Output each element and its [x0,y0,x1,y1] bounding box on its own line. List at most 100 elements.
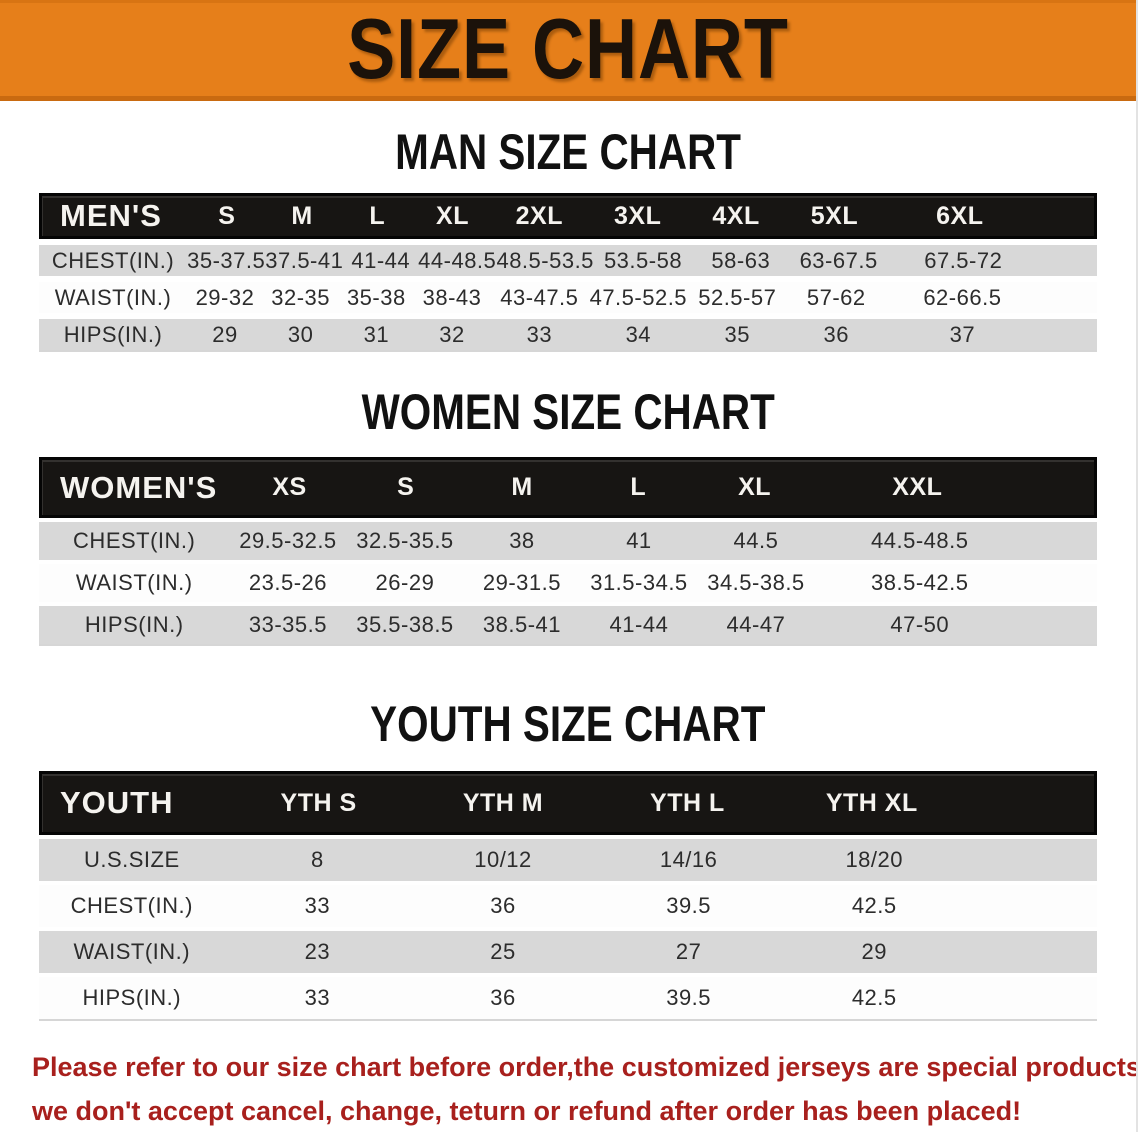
banner-title: SIZE CHART [347,1,789,97]
cell-value: 35-38 [346,284,406,310]
cell-value: 48.5-53.5 [496,247,594,273]
group-label: YOUTH [60,785,174,820]
cell-value: 32.5-35.5 [356,528,454,553]
cell-value: 35.5-38.5 [356,612,454,637]
table-row: WAIST(IN.) 29-32 32-35 35-38 38-43 43-47.5 47.… [39,282,1097,313]
cell-value: 36 [490,893,516,918]
cell-value: 38-43 [422,284,482,310]
table-row: HIPS(IN.) 33 36 39.5 42.5 [39,977,1097,1019]
cell-value: 25 [490,939,516,964]
size-column-header: XXL [892,473,943,501]
cell-value: 62-66.5 [923,284,1002,310]
cell-value: 44-48.5 [418,247,497,273]
cell-value: 29-32 [195,284,255,310]
cell-value: 37 [949,321,976,347]
table-row: U.S.SIZE 8 10/12 14/16 18/20 [39,839,1097,881]
table-header-row: WOMEN'S XS S M L XL XXL [39,457,1097,518]
disclaimer-note: Please refer to our size chart before or… [0,1045,1136,1132]
cell-value: 47-50 [890,612,950,637]
row-label: CHEST(IN.) [51,247,175,273]
cell-value: 32-35 [271,284,331,310]
mens-size-table: MEN'S S M L XL 2XL 3XL 4XL 5XL 6XL CHEST(IN.) 35-37… [39,193,1097,352]
cell-value: 52.5-57 [698,284,777,310]
size-column-header: L [369,201,386,230]
cell-value: 14/16 [659,847,718,872]
size-column-header: 6XL [936,201,984,230]
size-column-header: XL [436,201,469,230]
size-column-header: XS [272,473,307,501]
table-row: CHEST(IN.) 35-37.5 37.5-41 41-44 44-48.5 48.5… [39,245,1097,276]
cell-value: 29.5-32.5 [239,528,337,553]
table-row: WAIST(IN.) 23 25 27 29 [39,931,1097,973]
table-row: HIPS(IN.) 29 30 31 32 33 34 35 36 37 [39,319,1097,350]
table-row: CHEST(IN.) 33 36 39.5 42.5 [39,885,1097,927]
cell-value: 36 [490,985,516,1010]
cell-value: 41-44 [609,612,669,637]
women-section-heading-text: WOMEN SIZE CHART [361,383,775,440]
size-column-header: 3XL [614,201,662,230]
cell-value: 53.5-58 [603,247,683,273]
man-section-heading: MAN SIZE CHART [0,123,1136,180]
cell-value: 33 [304,893,331,918]
size-column-header: 5XL [810,201,859,230]
table-header-row: YOUTH YTH S YTH M YTH L YTH XL [39,771,1097,835]
man-section-heading-text: MAN SIZE CHART [395,123,741,180]
cell-value: 42.5 [851,985,897,1010]
table-row: WAIST(IN.) 23.5-26 26-29 29-31.5 31.5-34.5 34… [39,564,1097,602]
cell-value: 34.5-38.5 [707,570,805,595]
row-label: HIPS(IN.) [84,612,184,637]
cell-value: 23.5-26 [248,570,327,595]
group-label: MEN'S [60,198,162,233]
table-row: CHEST(IN.) 29.5-32.5 32.5-35.5 38 41 44.5 44.5… [39,522,1097,560]
row-label: CHEST(IN.) [73,528,196,553]
table-header-row: MEN'S S M L XL 2XL 3XL 4XL 5XL 6XL [39,193,1097,239]
cell-value: 32 [439,321,465,347]
size-column-header: XL [738,473,772,501]
cell-value: 35-37.5 [187,247,266,273]
size-column-header: YTH S [280,788,357,817]
cell-value: 38.5-42.5 [871,570,969,595]
row-label: WAIST(IN.) [54,284,172,310]
size-column-header: S [218,201,236,230]
size-column-header: YTH L [650,788,725,817]
cell-value: 30 [287,321,314,347]
cell-value: 36 [823,321,849,347]
cell-value: 29 [212,321,238,347]
cell-value: 38 [509,528,535,553]
cell-value: 31 [363,321,390,347]
youth-section-heading-text: YOUTH SIZE CHART [370,695,766,752]
cell-value: 67.5-72 [924,247,1003,273]
cell-value: 41 [626,528,652,553]
row-label: WAIST(IN.) [73,939,191,964]
cell-value: 44.5-48.5 [871,528,969,553]
cell-value: 34 [625,321,652,347]
cell-value: 29 [861,939,887,964]
row-label: CHEST(IN.) [70,893,193,918]
cell-value: 31.5-34.5 [590,570,688,595]
disclaimer-line-2: we don't accept cancel, change, teturn o… [32,1096,1022,1126]
cell-value: 8 [311,847,324,872]
cell-value: 39.5 [666,893,712,918]
cell-value: 43-47.5 [500,284,579,310]
cell-value: 44-47 [726,612,786,637]
cell-value: 44.5 [733,528,779,553]
cell-value: 37.5-41 [265,247,344,273]
cell-value: 26-29 [375,570,435,595]
size-column-header: M [291,201,313,230]
row-label: WAIST(IN.) [75,570,193,595]
cell-value: 10/12 [474,847,532,872]
cell-value: 58-63 [711,247,771,273]
banner: SIZE CHART [0,0,1136,101]
cell-value: 33 [526,321,553,347]
cell-value: 35 [724,321,751,347]
cell-value: 57-62 [806,284,866,310]
women-section-heading: WOMEN SIZE CHART [0,383,1136,440]
cell-value: 18/20 [845,847,903,872]
cell-value: 63-67.5 [799,247,878,273]
size-column-header: S [397,473,415,501]
cell-value: 23 [304,939,331,964]
size-column-header: 4XL [712,201,760,230]
youth-size-table: YOUTH YTH S YTH M YTH L YTH XL U.S.SIZE 8 10/12… [39,771,1097,1021]
cell-value: 38.5-41 [482,612,561,637]
